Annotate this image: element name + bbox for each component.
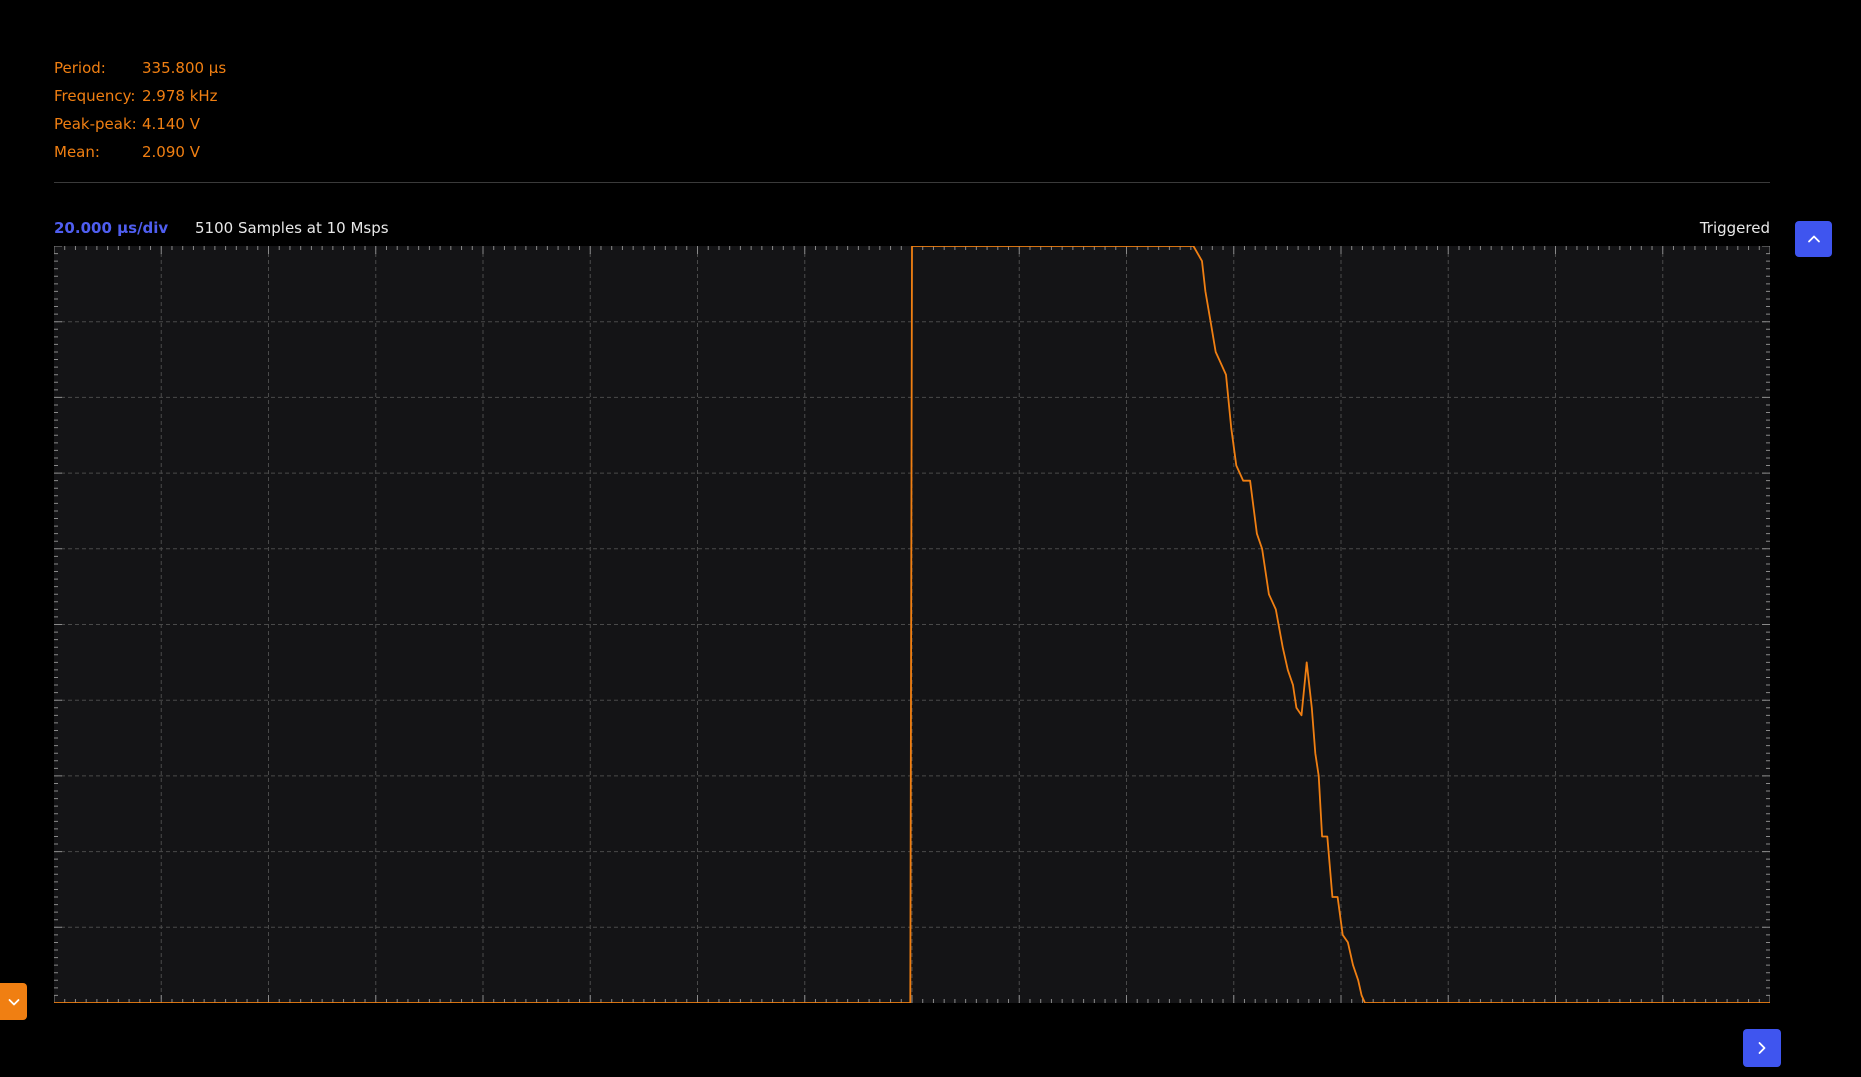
measurement-frequency: Frequency: 2.978 kHz: [54, 82, 226, 110]
signal-trace: [54, 246, 1770, 1003]
scroll-up-button[interactable]: [1795, 221, 1832, 257]
measurement-peak-peak: Peak-peak: 4.140 V: [54, 110, 226, 138]
expand-down-button[interactable]: [0, 983, 27, 1020]
next-page-button[interactable]: [1743, 1029, 1781, 1067]
measurement-value: 2.090 V: [142, 143, 200, 161]
chevron-down-icon: [8, 998, 19, 1005]
section-divider: [54, 182, 1770, 183]
tick-marks-horizontal: [54, 246, 1770, 1003]
measurement-value: 4.140 V: [142, 115, 200, 133]
measurement-label: Frequency:: [54, 87, 136, 105]
scope-info-bar: 20.000 µs/div 5100 Samples at 10 Msps Tr…: [54, 219, 1770, 239]
timebase-readout[interactable]: 20.000 µs/div: [54, 219, 169, 237]
measurements-panel: Period: 335.800 µs Frequency: 2.978 kHz …: [54, 54, 226, 166]
sample-info: 5100 Samples at 10 Msps: [195, 219, 389, 237]
tick-marks-vertical: [54, 246, 1770, 1003]
measurement-value: 335.800 µs: [142, 59, 227, 77]
measurement-label: Period:: [54, 59, 106, 77]
chevron-up-icon: [1807, 235, 1820, 243]
scope-graticule: [54, 246, 1770, 1003]
trigger-status: Triggered: [1699, 219, 1770, 237]
scope-plot-area[interactable]: [54, 246, 1770, 1003]
measurement-label: Peak-peak:: [54, 115, 137, 133]
measurement-value: 2.978 kHz: [142, 87, 218, 105]
measurement-period: Period: 335.800 µs: [54, 54, 226, 82]
chevron-right-icon: [1758, 1042, 1766, 1054]
measurement-mean: Mean: 2.090 V: [54, 138, 226, 166]
measurement-label: Mean:: [54, 143, 100, 161]
